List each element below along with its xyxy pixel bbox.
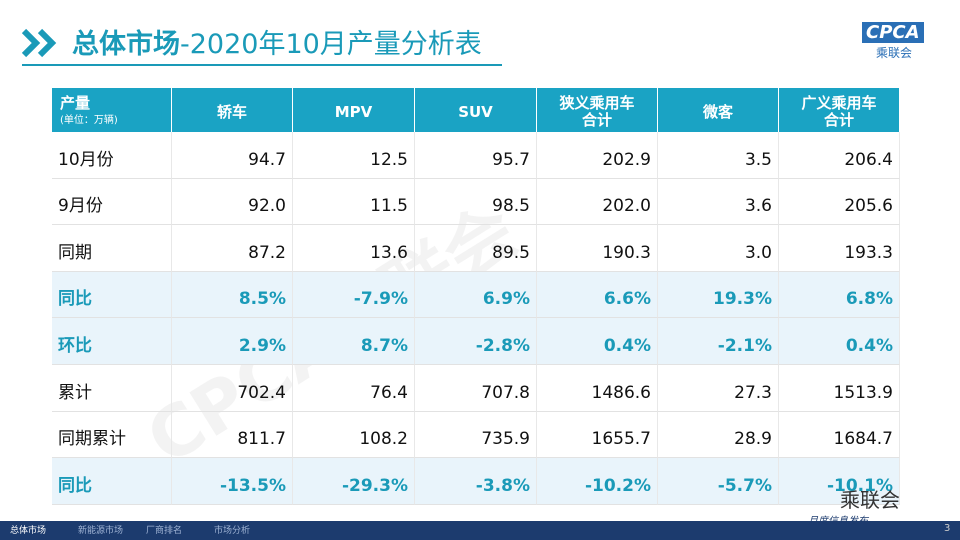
value-cell: 0.4% — [537, 318, 658, 365]
value-cell: 1684.7 — [779, 411, 900, 459]
value-cell: 6.6% — [537, 271, 658, 319]
value-cell: 13.6 — [293, 225, 415, 272]
value-cell: 2.9% — [172, 318, 293, 365]
value-cell: -13.5% — [172, 458, 293, 505]
header-text: 产量 — [60, 94, 91, 112]
value-cell: -10.2% — [537, 458, 658, 505]
title-underline — [22, 64, 502, 66]
value-cell: 3.5 — [658, 132, 779, 179]
header-cell: 微客 — [658, 88, 779, 132]
header-text: 合计 — [823, 111, 854, 129]
value-cell: 1486.6 — [537, 365, 658, 412]
value-cell: 735.9 — [415, 411, 537, 459]
tagline: 月度信息发布 — [808, 516, 868, 527]
value-cell: 95.7 — [415, 132, 537, 179]
row-label: 环比 — [52, 318, 172, 365]
row-label: 同比 — [52, 271, 172, 319]
header-text: (单位：万辆) — [60, 115, 118, 126]
value-cell: 8.7% — [293, 318, 415, 365]
value-cell: 202.0 — [537, 178, 658, 226]
header-cell: 轿车 — [172, 88, 293, 132]
logo-sub: 乘联会 — [876, 46, 913, 60]
row-label: 同期 — [52, 225, 172, 272]
value-cell: 98.5 — [415, 178, 537, 226]
chevron-icon — [22, 28, 57, 58]
value-cell: 193.3 — [779, 225, 900, 272]
header-text: 合计 — [581, 111, 612, 129]
value-cell: 92.0 — [172, 178, 293, 226]
value-cell: 190.3 — [537, 225, 658, 272]
header-cell: MPV — [293, 88, 415, 132]
wechat-label: 乘联会 — [840, 488, 900, 512]
value-cell: 12.5 — [293, 132, 415, 179]
value-cell: 206.4 — [779, 132, 900, 179]
value-cell: -29.3% — [293, 458, 415, 505]
header-cell: 产量 (单位：万辆) — [52, 88, 172, 132]
footer-tab[interactable]: 厂商排名 — [146, 526, 183, 536]
header-text: 广义乘用车 — [801, 94, 877, 112]
value-cell: 28.9 — [658, 411, 779, 459]
title-rest: -2020年10月产量分析表 — [180, 29, 482, 60]
header-cell: SUV — [415, 88, 537, 132]
row-label: 10月份 — [52, 132, 172, 179]
value-cell: -7.9% — [293, 271, 415, 319]
footer-tab[interactable]: 总体市场 — [10, 526, 47, 536]
value-cell: 1655.7 — [537, 411, 658, 459]
value-cell: 205.6 — [779, 178, 900, 226]
value-cell: 6.8% — [779, 271, 900, 319]
title-bold: 总体市场 — [72, 29, 180, 60]
row-label: 同比 — [52, 458, 172, 505]
value-cell: 108.2 — [293, 411, 415, 459]
footer-bar — [0, 521, 960, 540]
row-label: 同期累计 — [52, 411, 172, 459]
value-cell: 27.3 — [658, 365, 779, 412]
row-label: 累计 — [52, 365, 172, 412]
logo: CPCA — [862, 22, 924, 43]
value-cell: 811.7 — [172, 411, 293, 459]
value-cell: 0.4% — [779, 318, 900, 365]
value-cell: 1513.9 — [779, 365, 900, 412]
value-cell: 6.9% — [415, 271, 537, 319]
title: 总体市场-2020年10月产量分析表 — [72, 22, 482, 61]
header-cell: 广义乘用车 合计 — [779, 88, 900, 132]
header-cell: 狭义乘用车 合计 — [537, 88, 658, 132]
footer-tab[interactable]: 市场分析 — [214, 526, 251, 536]
value-cell: 11.5 — [293, 178, 415, 226]
value-cell: 202.9 — [537, 132, 658, 179]
value-cell: 702.4 — [172, 365, 293, 412]
value-cell: -2.8% — [415, 318, 537, 365]
value-cell: -3.8% — [415, 458, 537, 505]
header-text: SUV — [458, 102, 493, 121]
value-cell: 94.7 — [172, 132, 293, 179]
value-cell: 707.8 — [415, 365, 537, 412]
header-text: 狭义乘用车 — [559, 94, 635, 112]
value-cell: -2.1% — [658, 318, 779, 365]
value-cell: -5.7% — [658, 458, 779, 505]
footer-tab[interactable]: 新能源市场 — [78, 526, 124, 536]
header-text: 轿车 — [216, 102, 247, 121]
value-cell: 8.5% — [172, 271, 293, 319]
value-cell: 87.2 — [172, 225, 293, 272]
row-label: 9月份 — [52, 178, 172, 226]
value-cell: 3.6 — [658, 178, 779, 226]
page-number: 3 — [944, 523, 951, 534]
value-cell: 76.4 — [293, 365, 415, 412]
header-text: MPV — [334, 102, 373, 121]
value-cell: 19.3% — [658, 271, 779, 319]
value-cell: -10.1% — [779, 458, 900, 505]
value-cell: 89.5 — [415, 225, 537, 272]
header-text: 微客 — [702, 102, 733, 121]
value-cell: 3.0 — [658, 225, 779, 272]
